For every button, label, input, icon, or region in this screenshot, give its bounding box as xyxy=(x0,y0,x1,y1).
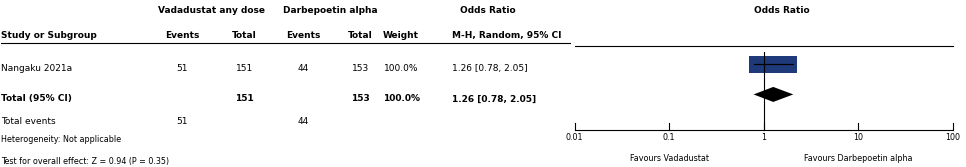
Text: 1.26 [0.78, 2.05]: 1.26 [0.78, 2.05] xyxy=(452,94,536,103)
Text: 51: 51 xyxy=(177,64,188,73)
Text: Darbepoetin alpha: Darbepoetin alpha xyxy=(283,6,378,15)
Text: Total (95% CI): Total (95% CI) xyxy=(1,94,72,103)
Text: 100.0%: 100.0% xyxy=(383,94,419,103)
Text: Favours Vadadustat: Favours Vadadustat xyxy=(630,154,709,163)
Text: Total: Total xyxy=(349,31,373,40)
Text: 153: 153 xyxy=(352,94,370,103)
Text: 100: 100 xyxy=(946,133,960,142)
Text: 10: 10 xyxy=(853,133,864,142)
Text: Total events: Total events xyxy=(1,117,56,126)
Text: Study or Subgroup: Study or Subgroup xyxy=(1,31,98,40)
Text: 151: 151 xyxy=(236,64,253,73)
Text: M-H, Random, 95% CI: M-H, Random, 95% CI xyxy=(452,31,561,40)
Text: Test for overall effect: Z = 0.94 (P = 0.35): Test for overall effect: Z = 0.94 (P = 0… xyxy=(1,157,169,166)
Text: Weight: Weight xyxy=(384,31,419,40)
Text: 51: 51 xyxy=(177,117,188,126)
Text: 151: 151 xyxy=(235,94,253,103)
Text: 153: 153 xyxy=(352,64,369,73)
Text: 44: 44 xyxy=(298,64,308,73)
Text: Total: Total xyxy=(232,31,257,40)
Text: Nangaku 2021a: Nangaku 2021a xyxy=(1,64,72,73)
Text: 44: 44 xyxy=(298,117,308,126)
Bar xyxy=(750,56,797,73)
Text: Favours Darbepoetin alpha: Favours Darbepoetin alpha xyxy=(804,154,913,163)
Text: 1.26 [0.78, 2.05]: 1.26 [0.78, 2.05] xyxy=(452,64,527,73)
Text: 0.01: 0.01 xyxy=(566,133,583,142)
Text: Odds Ratio: Odds Ratio xyxy=(460,6,516,15)
Polygon shape xyxy=(753,87,793,102)
Text: Events: Events xyxy=(165,31,200,40)
Text: Heterogeneity: Not applicable: Heterogeneity: Not applicable xyxy=(1,135,122,144)
Text: 100.0%: 100.0% xyxy=(384,64,418,73)
Text: Vadadustat any dose: Vadadustat any dose xyxy=(157,6,265,15)
Text: 0.1: 0.1 xyxy=(663,133,675,142)
Text: 1: 1 xyxy=(761,133,766,142)
Text: Odds Ratio: Odds Ratio xyxy=(753,6,810,15)
Text: Events: Events xyxy=(286,31,320,40)
